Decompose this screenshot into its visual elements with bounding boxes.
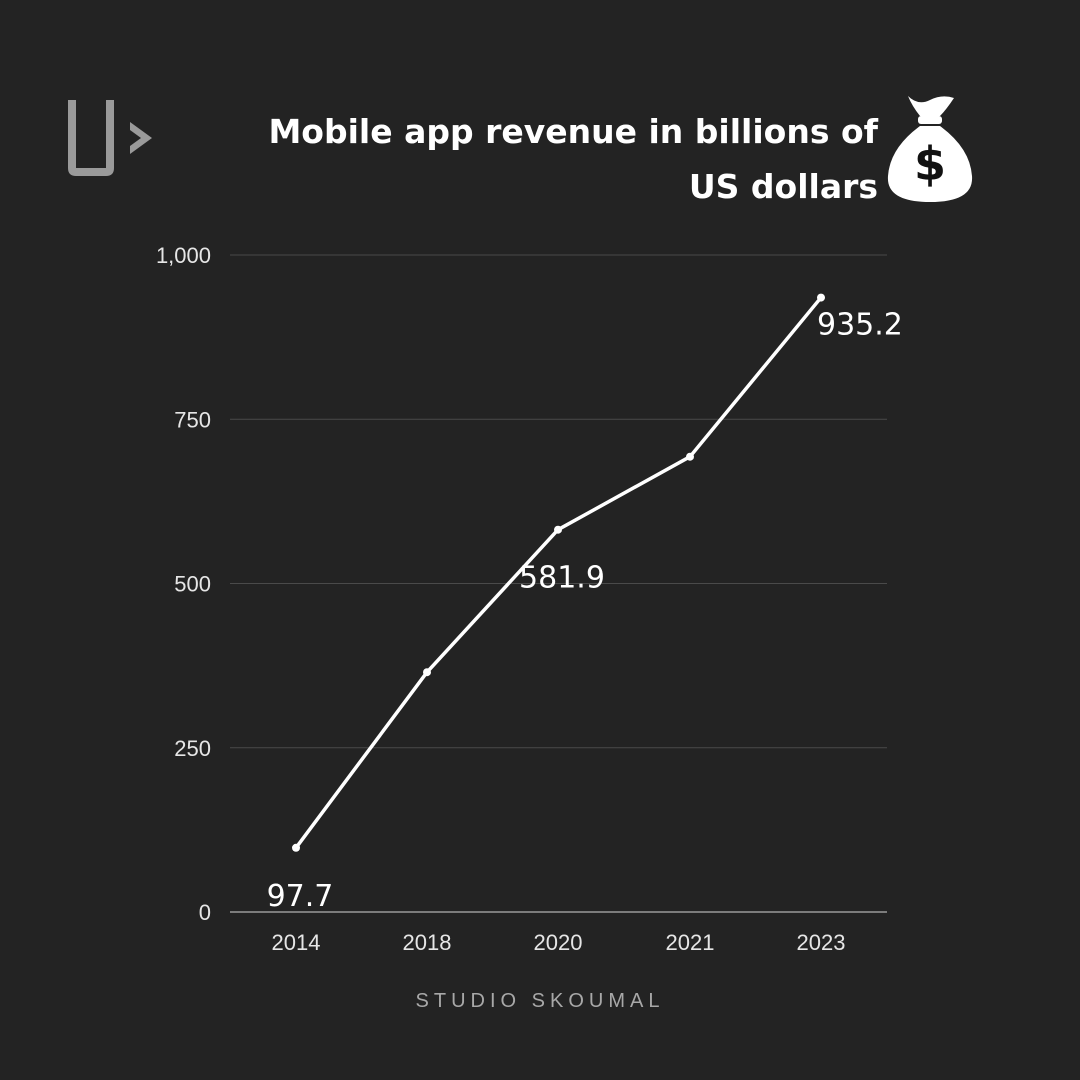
data-point bbox=[292, 843, 300, 852]
x-tick-label: 2021 bbox=[666, 930, 715, 955]
data-label: 581.9 bbox=[519, 561, 605, 596]
x-tick-label: 2018 bbox=[403, 930, 452, 955]
data-point bbox=[423, 668, 431, 677]
y-tick-label: 0 bbox=[199, 900, 211, 925]
data-label: 97.7 bbox=[267, 879, 334, 914]
y-tick-label: 750 bbox=[174, 407, 211, 432]
y-tick-label: 250 bbox=[174, 736, 211, 761]
page-title: Mobile app revenue in billions of US dol… bbox=[268, 112, 878, 206]
y-tick-label: 1,000 bbox=[156, 243, 211, 268]
data-point bbox=[817, 293, 825, 302]
money-bag-icon: $ bbox=[887, 96, 973, 202]
footer-brand-text: STUDIO SKOUMAL bbox=[415, 990, 665, 1012]
y-tick-label: 500 bbox=[174, 572, 211, 597]
data-point bbox=[686, 452, 694, 461]
data-label: 935.2 bbox=[817, 308, 903, 343]
svg-text:$: $ bbox=[914, 137, 946, 191]
data-point bbox=[554, 525, 562, 534]
x-tick-label: 2023 bbox=[797, 930, 846, 955]
x-tick-label: 2020 bbox=[534, 930, 583, 955]
x-tick-label: 2014 bbox=[272, 930, 321, 955]
studio-skoumal-logo bbox=[68, 100, 152, 176]
